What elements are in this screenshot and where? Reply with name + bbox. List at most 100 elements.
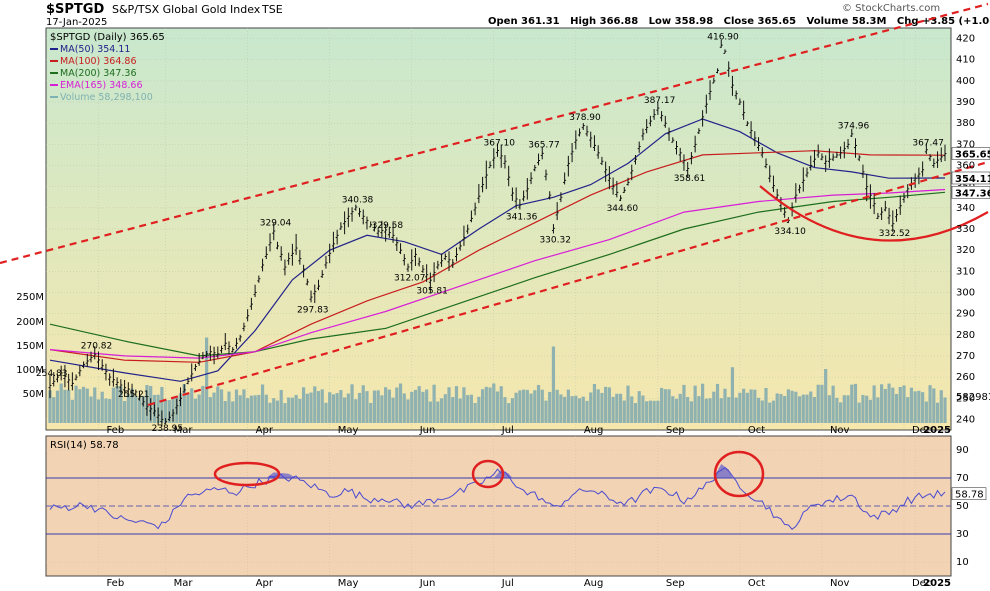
volume-bar [52, 397, 56, 423]
price-annotation: 329.58 [372, 221, 404, 231]
volume-bar [205, 337, 209, 423]
volume-bar [712, 391, 716, 423]
volume-bar [812, 397, 817, 423]
price-tick-label: 320 [956, 245, 975, 256]
volume-bar [391, 397, 395, 423]
volume-axis: 50M 100M 150M 200M 250M [16, 292, 44, 400]
price-tick-label: 340 [956, 203, 975, 214]
volume-bar [753, 389, 757, 423]
volume-bar [585, 400, 589, 423]
volume-bar [365, 391, 369, 423]
volume-bar [551, 346, 556, 423]
volume-bar [238, 395, 242, 423]
price-tick-label: 330 [956, 224, 975, 235]
volume-bar [305, 393, 309, 423]
x-tick-label-top: 2025 [923, 425, 951, 436]
price-annotation: 344.60 [607, 204, 639, 214]
price-label-box [951, 147, 990, 160]
volume-bar [160, 386, 164, 423]
volume-bar [652, 400, 656, 423]
volume-bar [637, 391, 641, 423]
rsi-overbought-fill [713, 464, 733, 478]
rsi-tick-label: 10 [956, 557, 969, 568]
volume-bar [876, 397, 880, 423]
rsi-tick-label: 30 [956, 529, 969, 540]
volume-bar [824, 369, 828, 423]
volume-bar [421, 391, 425, 423]
price-label-value: 354.11 [955, 174, 990, 185]
volume-bar [81, 386, 86, 423]
volume-bar [354, 399, 358, 423]
volume-bar [682, 384, 686, 423]
volume-bar [137, 397, 142, 423]
volume-bar [111, 387, 115, 423]
volume-bar [846, 395, 850, 423]
volume-bar [443, 394, 447, 423]
volume-bar [361, 385, 365, 423]
volume-bar [275, 400, 280, 423]
price-tick-label: 390 [956, 97, 975, 108]
price-annotation: 255.21 [118, 390, 149, 400]
price-annotation: 367.10 [484, 138, 516, 148]
rsi-highlight-circle-oct [713, 450, 765, 498]
volume-bar [335, 393, 339, 423]
legend-item: MA(200) 347.36 [60, 68, 137, 79]
volume-bar [410, 391, 414, 423]
price-annotation: 254.83 [36, 369, 68, 379]
volume-bar [525, 389, 529, 423]
volume-bar [727, 397, 731, 423]
volume-bar [428, 401, 432, 423]
volume-bar [85, 388, 89, 423]
volume-bar [738, 392, 742, 423]
legend-item: Volume 58,298,100 [60, 92, 153, 103]
rsi-tick-label: 70 [956, 473, 969, 484]
volume-bar [108, 399, 112, 423]
volume-bar [656, 400, 660, 423]
volume-bar [559, 394, 563, 423]
legend-title: $SPTGD (Daily) 365.65 [50, 32, 165, 43]
volume-bar [540, 389, 544, 423]
volume-bar [272, 398, 276, 423]
volume-bar [212, 392, 216, 423]
volume-bar [570, 396, 574, 423]
volume-bar [618, 393, 623, 423]
volume-tick-label: 50M [23, 389, 44, 400]
volume-bar [488, 387, 492, 423]
volume-bar [413, 389, 418, 423]
volume-bar [454, 386, 459, 423]
chart-index-name: S&P/TSX Global Gold Index [112, 3, 261, 16]
volume-bar [689, 401, 694, 423]
x-tick-label-bottom: Apr [256, 578, 274, 589]
volume-bar [891, 387, 895, 423]
volume-bar [93, 387, 97, 423]
price-tick-label: 280 [956, 330, 975, 341]
volume-bar [719, 398, 723, 423]
x-tick-label-bottom: Aug [584, 578, 604, 589]
rsi-highlight-circles [213, 450, 765, 498]
volume-bar [439, 398, 444, 423]
volume-bar [242, 389, 246, 423]
volume-bar [231, 401, 235, 423]
volume-bar [510, 398, 515, 423]
volume-bar [909, 387, 914, 423]
volume-bar [227, 391, 231, 423]
volume-bar [253, 395, 257, 423]
price-tick-label: 240 [956, 414, 975, 425]
volume-bar [283, 403, 287, 423]
volume-bar [134, 395, 138, 423]
volume-bar [943, 397, 947, 423]
volume-bar [809, 391, 813, 423]
volume-bar [343, 397, 347, 423]
legend-item: MA(100) 364.86 [60, 56, 137, 67]
volume-bar [480, 389, 485, 423]
volume-bar [704, 398, 708, 423]
rsi-series-line [49, 466, 946, 530]
price-annotation: 374.96 [838, 121, 870, 131]
volume-bar [894, 393, 899, 423]
volume-bar [469, 394, 473, 423]
price-tick-label: 370 [956, 139, 975, 150]
price-annotation: 332.52 [879, 229, 911, 239]
volume-tick-label: 100M [16, 365, 44, 376]
volume-bar [257, 394, 261, 423]
volume-bar [451, 397, 455, 423]
